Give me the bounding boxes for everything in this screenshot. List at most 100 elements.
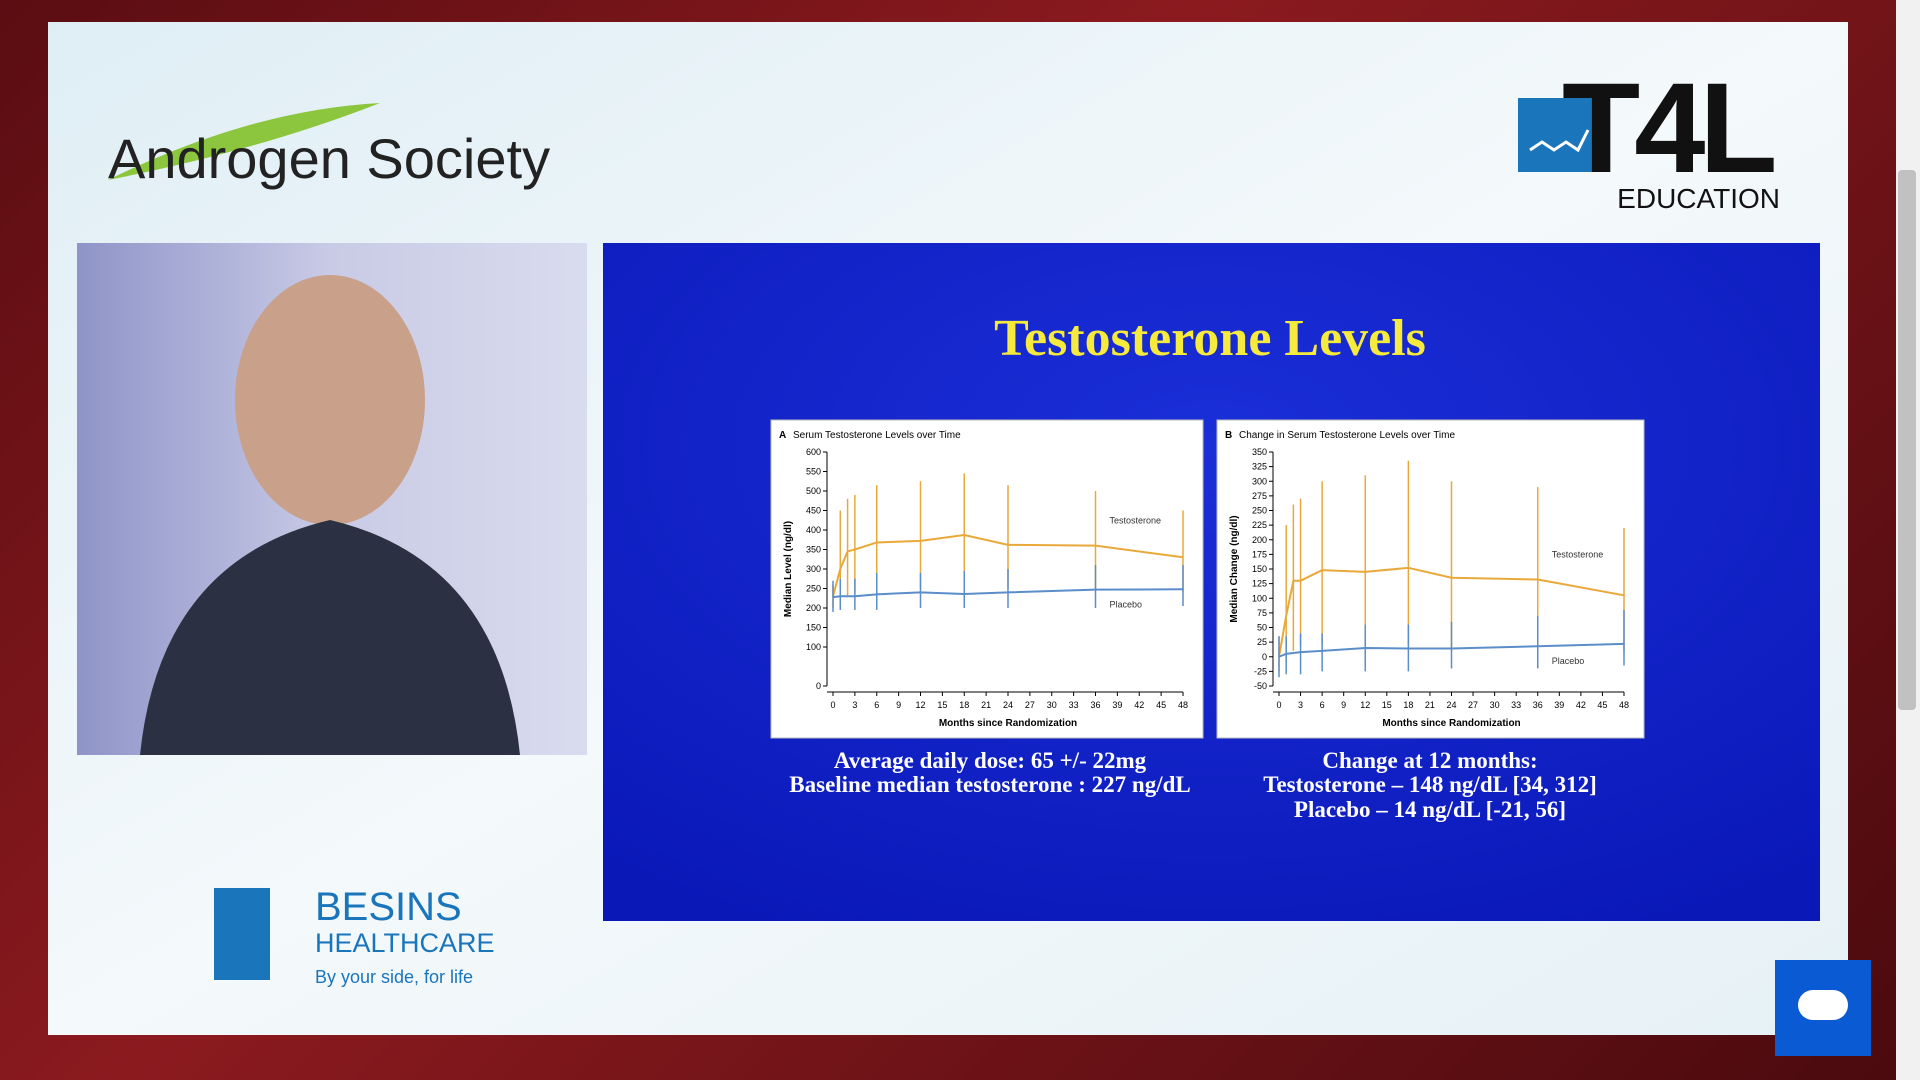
y-tick-label: 550 <box>806 467 821 477</box>
x-tick-label: 12 <box>1360 700 1370 710</box>
besins-icon <box>214 888 270 980</box>
caption: Placebo – 14 ng/dL [-21, 56] <box>1294 797 1566 822</box>
y-tick-label: -25 <box>1254 666 1267 676</box>
y-tick-label: 275 <box>1252 491 1267 501</box>
x-tick-label: 15 <box>1382 700 1392 710</box>
sponsor-tagline: By your side, for life <box>315 967 473 987</box>
y-tick-label: 25 <box>1257 637 1267 647</box>
scroll-thumb[interactable] <box>1898 170 1916 710</box>
y-tick-label: 300 <box>806 564 821 574</box>
x-tick-label: 27 <box>1468 700 1478 710</box>
y-tick-label: 50 <box>1257 623 1267 633</box>
x-tick-label: 3 <box>1298 700 1303 710</box>
series-label: Testosterone <box>1552 550 1604 560</box>
t4l-sub: EDUCATION <box>1617 183 1780 214</box>
chart-title: Serum Testosterone Levels over Time <box>793 430 961 441</box>
y-tick-label: 175 <box>1252 549 1267 559</box>
y-tick-label: 400 <box>806 525 821 535</box>
y-tick-label: 250 <box>1252 506 1267 516</box>
y-tick-label: 225 <box>1252 520 1267 530</box>
x-tick-label: 15 <box>937 700 947 710</box>
slide-title: Testosterone Levels <box>994 310 1426 367</box>
y-tick-label: 325 <box>1252 462 1267 472</box>
x-tick-label: 30 <box>1047 700 1057 710</box>
y-tick-label: 250 <box>806 584 821 594</box>
x-tick-label: 9 <box>1341 700 1346 710</box>
x-tick-label: 0 <box>1276 700 1281 710</box>
series-line <box>1278 566 1625 657</box>
y-axis-label: Median Change (ng/dl) <box>1229 515 1240 622</box>
presenter-suit <box>140 520 520 755</box>
x-tick-label: 30 <box>1490 700 1500 710</box>
presenter-face <box>235 275 425 525</box>
x-tick-label: 0 <box>830 700 835 710</box>
series-line <box>832 588 1184 599</box>
x-tick-label: 24 <box>1003 700 1013 710</box>
x-tick-label: 39 <box>1112 700 1122 710</box>
y-tick-label: 350 <box>806 545 821 555</box>
y-tick-label: 200 <box>806 603 821 613</box>
x-tick-label: 18 <box>959 700 969 710</box>
chart-panel <box>770 419 1204 739</box>
y-tick-label: 600 <box>806 447 821 457</box>
x-axis-label: Months since Randomization <box>939 718 1077 729</box>
series-label: Testosterone <box>1110 516 1162 526</box>
y-tick-label: 0 <box>816 681 821 691</box>
y-tick-label: 0 <box>1262 652 1267 662</box>
x-tick-label: 33 <box>1511 700 1521 710</box>
x-tick-label: 18 <box>1403 700 1413 710</box>
x-tick-label: 24 <box>1446 700 1456 710</box>
x-tick-label: 45 <box>1156 700 1166 710</box>
y-tick-label: 500 <box>806 486 821 496</box>
y-tick-label: 75 <box>1257 608 1267 618</box>
x-tick-label: 6 <box>874 700 879 710</box>
x-tick-label: 39 <box>1554 700 1564 710</box>
y-tick-label: 450 <box>806 506 821 516</box>
logo-swoosh <box>108 103 380 180</box>
series-line <box>832 534 1184 597</box>
t4l-logo: T4L <box>1562 57 1774 200</box>
y-tick-label: 125 <box>1252 579 1267 589</box>
sponsor-line2: HEALTHCARE <box>315 928 495 958</box>
x-tick-label: 48 <box>1619 700 1629 710</box>
x-tick-label: 36 <box>1533 700 1543 710</box>
caption: Baseline median testosterone : 227 ng/dL <box>789 772 1190 797</box>
y-tick-label: -50 <box>1254 681 1267 691</box>
caption: Change at 12 months: <box>1322 748 1537 773</box>
y-tick-label: 350 <box>1252 447 1267 457</box>
caption: Testosterone – 148 ng/dL [34, 312] <box>1263 772 1597 797</box>
chat-icon[interactable] <box>1798 990 1848 1020</box>
x-tick-label: 27 <box>1025 700 1035 710</box>
x-tick-label: 48 <box>1178 700 1188 710</box>
y-tick-label: 300 <box>1252 476 1267 486</box>
series-label: Placebo <box>1110 600 1143 610</box>
x-tick-label: 45 <box>1597 700 1607 710</box>
y-tick-label: 150 <box>1252 564 1267 574</box>
panel-letter: B <box>1225 430 1232 441</box>
x-tick-label: 42 <box>1576 700 1586 710</box>
sponsor-name: BESINS <box>315 885 462 929</box>
y-tick-label: 100 <box>806 642 821 652</box>
x-tick-label: 9 <box>896 700 901 710</box>
x-axis-label: Months since Randomization <box>1382 718 1520 729</box>
series-line <box>1278 642 1625 658</box>
panel-letter: A <box>779 430 786 441</box>
x-tick-label: 3 <box>852 700 857 710</box>
x-tick-label: 6 <box>1320 700 1325 710</box>
x-tick-label: 36 <box>1090 700 1100 710</box>
society-logo: Androgen Society <box>108 127 550 190</box>
chart-panel <box>1216 419 1645 739</box>
y-tick-label: 100 <box>1252 593 1267 603</box>
chart-title: Change in Serum Testosterone Levels over… <box>1239 430 1455 441</box>
x-tick-label: 42 <box>1134 700 1144 710</box>
x-tick-label: 33 <box>1069 700 1079 710</box>
x-tick-label: 21 <box>1425 700 1435 710</box>
caption: Average daily dose: 65 +/- 22mg <box>834 748 1147 773</box>
y-axis-label: Median Level (ng/dl) <box>783 521 794 617</box>
x-tick-label: 21 <box>981 700 991 710</box>
y-tick-label: 150 <box>806 623 821 633</box>
x-tick-label: 12 <box>915 700 925 710</box>
y-tick-label: 200 <box>1252 535 1267 545</box>
